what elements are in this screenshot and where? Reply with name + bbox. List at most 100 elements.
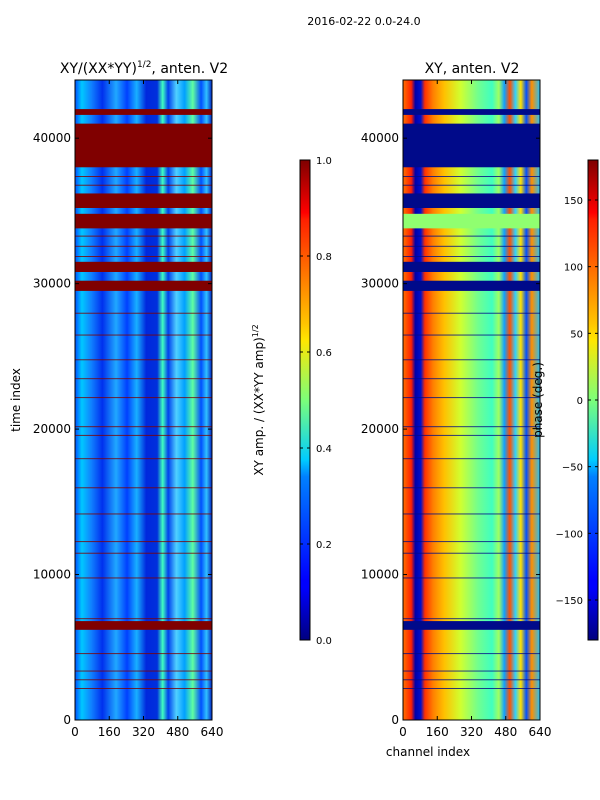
amplitude-row-stripe-14 [75,378,212,380]
amplitude-ticks: 0 160 320 480 640 0 10000 20000 30000 40000 [33,80,224,739]
phase-row-stripe-6 [403,552,540,554]
phase-row-stripe-20 [403,235,540,237]
phase-cbtick-label-0: 150 [564,196,583,207]
phase-cbtick-label-3: 0 [577,396,583,407]
phase-ytick-label-2: 20000 [361,422,399,436]
amplitude-cbtick-label-5: 1.0 [316,156,332,167]
amplitude-xtick-label-1: 160 [98,725,121,739]
amplitude-row-stripe-17 [75,312,212,314]
amplitude-ytick-label-2: 20000 [33,422,71,436]
phase-row-stripe-16 [403,334,540,336]
amplitude-xtick-label-0: 0 [71,725,79,739]
phase-saturated-band-0 [403,621,540,630]
amplitude-cbtick-label-2: 0.4 [316,444,332,455]
phase-row-stripes [403,176,540,689]
amplitude-ytick-label-0: 0 [63,713,71,727]
phase-row-stripe-4 [403,618,540,620]
phase-row-stripe-17 [403,312,540,314]
phase-row-stripe-3 [403,653,540,655]
panel-phase: XY, anten. V2 0 160 320 480 640 0 10000 20000 30… [361,61,552,759]
phase-colorbar-fill [588,160,598,640]
amplitude-row-stripe-9 [75,487,212,489]
amplitude-saturated-band-0 [75,621,212,630]
amplitude-row-stripe-13 [75,397,212,399]
amplitude-row-stripe-2 [75,670,212,672]
amplitude-row-stripe-22 [75,176,212,177]
amplitude-title: XY/(XX*YY)1/2, anten. V2 [60,60,228,77]
amplitude-colorbar: 0.0 0.2 0.4 0.6 0.8 1.0 XY amp. / (XX*YY amp)… [251,156,332,647]
amplitude-ylabel: time index [9,368,23,432]
phase-colorbar-label: phase (deg.) [531,362,545,438]
amplitude-row-stripe-5 [75,577,212,579]
amplitude-cbtick-label-0: 0.0 [316,636,332,647]
phase-cbtick-label-5: −100 [556,529,583,540]
amplitude-row-stripes [75,176,212,689]
amplitude-cbtick-label-4: 0.8 [316,252,332,263]
figure-suptitle: 2016-02-22 0.0-24.0 [307,15,420,28]
phase-row-stripe-1 [403,679,540,681]
phase-saturated-band-1 [403,280,540,291]
phase-cbtick-label-6: −150 [556,596,583,607]
phase-colorbar: 150 100 50 0 −50 −100 −150 phase (deg.) [531,159,599,641]
phase-row-stripe-19 [403,245,540,247]
amplitude-saturated-band-2 [75,261,212,272]
amplitude-xtick-label-2: 320 [132,725,155,739]
amplitude-colorbar-ticks: 0.0 0.2 0.4 0.6 0.8 1.0 [300,156,332,647]
phase-xtick-label-0: 0 [399,725,407,739]
amplitude-saturated-band-1 [75,280,212,291]
amplitude-row-stripe-18 [75,256,212,257]
phase-cbtick-label-2: 50 [570,329,583,340]
amplitude-heatmap-base [75,80,212,720]
phase-missing-band-0 [403,213,540,229]
phase-row-stripe-15 [403,359,540,361]
phase-row-stripe-10 [403,458,540,460]
phase-row-stripe-7 [403,541,540,543]
phase-ytick-label-1: 10000 [361,568,399,582]
amplitude-row-stripe-0 [75,688,212,689]
panel-amplitude: XY/(XX*YY)1/2, anten. V2 0 160 320 480 640 0 1… [9,60,228,739]
phase-title: XY, anten. V2 [425,61,520,77]
phase-saturated-band-3 [403,193,540,208]
phase-ytick-label-4: 40000 [361,131,399,145]
phase-row-stripe-2 [403,670,540,672]
amplitude-ytick-label-1: 10000 [33,568,71,582]
phase-row-stripe-0 [403,688,540,689]
amplitude-colorbar-fill [300,160,310,640]
amplitude-colorbar-label: XY amp. / (XX*YY amp)1/2 [251,324,266,475]
amplitude-cbtick-label-3: 0.6 [316,348,332,359]
phase-row-stripe-18 [403,256,540,257]
amplitude-ytick-label-3: 30000 [33,277,71,291]
amplitude-saturated-band-5 [75,123,212,168]
amplitude-row-stripe-15 [75,359,212,361]
phase-row-stripe-13 [403,397,540,399]
amplitude-row-stripe-21 [75,184,212,186]
amplitude-row-stripe-1 [75,679,212,681]
amplitude-xtick-label-3: 480 [166,725,189,739]
phase-row-stripe-8 [403,513,540,515]
amplitude-ytick-label-4: 40000 [33,131,71,145]
amplitude-xtick-label-4: 640 [201,725,224,739]
amplitude-bands [75,109,212,630]
amplitude-row-stripe-8 [75,513,212,515]
phase-xtick-label-1: 160 [426,725,449,739]
phase-row-stripe-22 [403,176,540,177]
phase-cbtick-label-1: 100 [564,263,583,274]
phase-saturated-band-2 [403,261,540,272]
phase-row-stripe-5 [403,577,540,579]
amplitude-cbtick-label-1: 0.2 [316,540,332,551]
phase-bands [403,109,540,630]
amplitude-row-stripe-12 [75,426,212,428]
amplitude-row-stripe-7 [75,541,212,543]
amplitude-row-stripe-4 [75,618,212,620]
phase-saturated-band-4 [403,123,540,168]
amplitude-saturated-band-6 [75,109,212,115]
phase-xtick-label-2: 320 [460,725,483,739]
amplitude-row-stripe-19 [75,245,212,247]
phase-row-stripe-12 [403,426,540,428]
phase-xtick-label-3: 480 [494,725,517,739]
phase-cbtick-label-4: −50 [562,463,583,474]
amplitude-row-stripe-6 [75,552,212,554]
amplitude-row-stripe-3 [75,653,212,655]
amplitude-saturated-band-4 [75,193,212,208]
